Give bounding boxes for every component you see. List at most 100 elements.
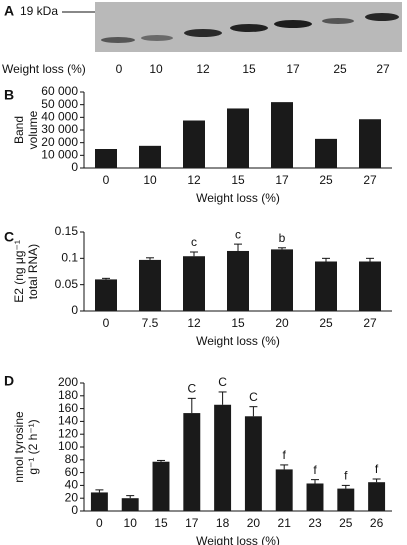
x-tick-label: 21	[278, 516, 292, 530]
bar	[95, 149, 117, 168]
bar	[244, 416, 262, 511]
bar	[315, 138, 337, 168]
x-tick-label: 20	[275, 316, 289, 330]
blot-category-label: 27	[376, 62, 390, 76]
panel-label: B	[4, 87, 14, 103]
y-tick-label: 180	[58, 388, 78, 402]
y-tick-label: 0	[71, 503, 78, 517]
y-tick-label: 50 000	[41, 97, 78, 111]
bar	[275, 469, 293, 511]
y-tick-label: 0.15	[55, 224, 79, 238]
x-tick-label: 0	[96, 516, 103, 530]
x-tick-label: 10	[124, 516, 138, 530]
y-tick-label: 40 000	[41, 110, 78, 124]
blot-band	[322, 18, 354, 24]
bar	[227, 108, 249, 168]
y-tick-label: 60	[65, 465, 79, 479]
y-axis-title: total RNA)	[26, 244, 40, 299]
bar	[315, 261, 337, 311]
x-tick-label: 18	[216, 516, 230, 530]
x-tick-label: 27	[363, 316, 377, 330]
y-tick-label: 140	[58, 414, 78, 428]
bar	[183, 120, 205, 168]
y-tick-label: 120	[58, 426, 78, 440]
x-axis-title: Weight loss (%)	[196, 191, 280, 205]
x-tick-label: 15	[154, 516, 168, 530]
significance-label: f	[313, 463, 317, 477]
y-tick-label: 200	[58, 375, 78, 389]
blot-x-label: Weight loss (%)	[2, 62, 86, 76]
y-tick-label: 80	[65, 452, 79, 466]
significance-label: f	[283, 448, 287, 462]
x-tick-label: 12	[187, 173, 201, 187]
significance-label: C	[249, 390, 258, 404]
bar	[95, 279, 117, 311]
blot-band	[184, 29, 222, 37]
bar	[359, 261, 381, 311]
x-tick-label: 15	[231, 173, 245, 187]
x-axis-title: Weight loss (%)	[196, 534, 280, 545]
bar	[368, 482, 386, 511]
bar	[227, 250, 249, 311]
x-tick-label: 20	[247, 516, 261, 530]
x-tick-label: 17	[185, 516, 199, 530]
bar	[90, 492, 108, 511]
x-tick-label: 12	[187, 316, 201, 330]
bar	[337, 488, 355, 511]
y-tick-label: 160	[58, 401, 78, 415]
x-tick-label: 26	[370, 516, 384, 530]
x-tick-label: 25	[339, 516, 353, 530]
bar	[139, 259, 161, 311]
x-tick-label: 25	[319, 173, 333, 187]
y-tick-label: 0.1	[61, 251, 78, 265]
y-axis-title: nmol tyrosine	[12, 411, 26, 483]
y-tick-label: 0	[71, 160, 78, 174]
x-tick-label: 23	[308, 516, 322, 530]
blot-band	[274, 20, 312, 28]
blot	[95, 2, 402, 52]
y-tick-label: 10 000	[41, 148, 78, 162]
y-tick-label: 20	[65, 490, 79, 504]
x-tick-label: 0	[103, 316, 110, 330]
x-tick-label: 15	[231, 316, 245, 330]
x-tick-label: 27	[363, 173, 377, 187]
significance-label: C	[218, 375, 227, 389]
bar	[121, 498, 139, 511]
bar	[152, 461, 170, 511]
marker-label: 19 kDa	[20, 4, 58, 18]
blot-band	[101, 37, 135, 43]
y-tick-label: 60 000	[41, 84, 78, 98]
bar	[214, 404, 232, 511]
x-tick-label: 0	[103, 173, 110, 187]
significance-label: f	[375, 462, 379, 476]
blot-band	[230, 24, 268, 32]
x-tick-label: 10	[143, 173, 157, 187]
blot-category-label: 10	[149, 62, 163, 76]
y-axis-title: volume	[26, 110, 40, 149]
y-axis-title: Band	[12, 116, 26, 144]
x-tick-label: 25	[319, 316, 333, 330]
y-tick-label: 0.05	[55, 277, 79, 291]
significance-label: b	[279, 231, 286, 245]
y-axis-title: g⁻¹ (2 h⁻¹)	[26, 419, 40, 474]
x-tick-label: 17	[275, 173, 289, 187]
x-axis-title: Weight loss (%)	[196, 334, 280, 348]
blot-category-label: 15	[242, 62, 256, 76]
x-tick-label: 7.5	[142, 316, 159, 330]
bar	[139, 145, 161, 168]
panel-label: C	[4, 229, 14, 245]
bar	[306, 483, 324, 511]
y-tick-label: 100	[58, 439, 78, 453]
y-tick-label: 20 000	[41, 135, 78, 149]
blot-category-label: 12	[196, 62, 210, 76]
blot-band	[141, 35, 173, 41]
blot-band	[365, 13, 399, 21]
panel-label: A	[4, 3, 14, 19]
significance-label: c	[191, 235, 197, 249]
significance-label: c	[235, 227, 241, 241]
y-axis-title: E2 (ng μg⁻¹	[12, 240, 26, 303]
blot-category-label: 17	[286, 62, 300, 76]
blot-category-label: 0	[116, 62, 123, 76]
